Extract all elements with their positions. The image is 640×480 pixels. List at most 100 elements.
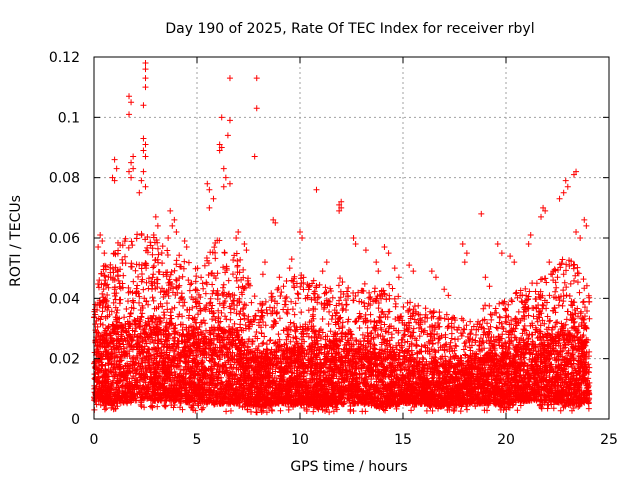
data-point bbox=[210, 335, 217, 342]
data-point bbox=[135, 273, 142, 280]
data-point bbox=[563, 292, 570, 299]
data-point bbox=[93, 401, 100, 408]
data-point bbox=[141, 404, 148, 411]
data-point bbox=[281, 301, 288, 308]
data-point bbox=[219, 284, 226, 291]
data-point bbox=[291, 311, 298, 318]
data-point bbox=[197, 308, 204, 315]
data-point bbox=[258, 313, 265, 320]
data-point bbox=[383, 296, 390, 303]
data-point bbox=[261, 333, 268, 340]
data-point bbox=[457, 408, 464, 415]
data-point bbox=[492, 305, 499, 312]
data-point bbox=[336, 297, 343, 304]
data-point bbox=[283, 293, 290, 300]
data-point bbox=[542, 275, 549, 282]
data-point bbox=[408, 407, 415, 414]
data-point bbox=[199, 280, 206, 287]
data-point bbox=[222, 313, 229, 320]
data-point bbox=[164, 247, 171, 254]
data-point bbox=[512, 290, 519, 297]
data-point bbox=[333, 373, 340, 380]
data-point bbox=[237, 256, 244, 263]
data-point bbox=[366, 289, 373, 296]
data-point bbox=[211, 244, 218, 251]
data-point bbox=[524, 296, 531, 303]
data-point bbox=[160, 309, 167, 316]
data-point bbox=[195, 311, 202, 318]
data-point bbox=[202, 320, 209, 327]
data-point bbox=[560, 287, 567, 294]
data-point bbox=[287, 338, 294, 345]
data-point bbox=[104, 281, 111, 288]
data-point bbox=[510, 342, 517, 349]
data-point bbox=[520, 326, 527, 333]
data-point bbox=[317, 356, 324, 363]
data-point bbox=[150, 271, 157, 278]
data-point bbox=[295, 295, 302, 302]
data-point bbox=[253, 328, 260, 335]
data-point bbox=[494, 325, 501, 332]
data-point bbox=[340, 305, 347, 312]
data-point bbox=[325, 321, 332, 328]
data-point bbox=[236, 311, 243, 318]
data-point bbox=[202, 290, 209, 297]
data-point bbox=[496, 319, 503, 326]
data-point bbox=[220, 292, 227, 299]
data-point bbox=[446, 382, 453, 389]
data-point bbox=[172, 322, 179, 329]
data-point bbox=[561, 279, 568, 286]
data-point bbox=[209, 281, 216, 288]
data-point bbox=[192, 278, 199, 285]
data-point bbox=[112, 292, 119, 299]
data-point bbox=[493, 324, 500, 331]
data-point bbox=[430, 374, 437, 381]
data-point bbox=[225, 357, 232, 364]
data-point bbox=[318, 300, 325, 307]
data-point bbox=[423, 407, 430, 414]
data-point bbox=[212, 255, 219, 262]
data-point bbox=[462, 351, 469, 358]
data-point bbox=[319, 316, 326, 323]
data-point bbox=[472, 337, 479, 344]
data-point bbox=[209, 270, 216, 277]
data-point bbox=[422, 311, 429, 318]
data-point bbox=[405, 307, 412, 314]
data-point bbox=[559, 256, 566, 263]
data-point bbox=[407, 332, 414, 339]
data-point bbox=[294, 290, 301, 297]
data-point bbox=[579, 299, 586, 306]
data-point bbox=[288, 298, 295, 305]
data-point bbox=[251, 293, 258, 300]
data-point bbox=[463, 406, 470, 413]
data-point bbox=[150, 262, 157, 269]
data-point bbox=[154, 245, 161, 252]
data-point bbox=[136, 293, 143, 300]
data-point bbox=[145, 318, 152, 325]
data-point bbox=[460, 317, 467, 324]
data-point bbox=[356, 325, 363, 332]
data-point bbox=[151, 386, 158, 393]
data-point bbox=[275, 331, 282, 338]
data-point bbox=[557, 407, 564, 414]
data-point bbox=[276, 315, 283, 322]
data-point bbox=[129, 242, 136, 249]
data-point bbox=[290, 278, 297, 285]
data-point bbox=[467, 330, 474, 337]
data-point bbox=[160, 314, 167, 321]
data-point bbox=[386, 281, 393, 288]
data-point bbox=[519, 330, 526, 337]
data-point bbox=[452, 342, 459, 349]
data-point bbox=[128, 260, 135, 267]
data-point bbox=[121, 253, 128, 260]
data-point bbox=[138, 278, 145, 285]
data-point bbox=[389, 285, 396, 292]
data-point bbox=[435, 315, 442, 322]
data-point bbox=[284, 310, 291, 317]
data-point bbox=[240, 305, 247, 312]
data-point bbox=[180, 302, 187, 309]
data-point bbox=[274, 286, 281, 293]
data-point bbox=[544, 313, 551, 320]
data-point bbox=[316, 281, 323, 288]
data-point bbox=[413, 343, 420, 350]
